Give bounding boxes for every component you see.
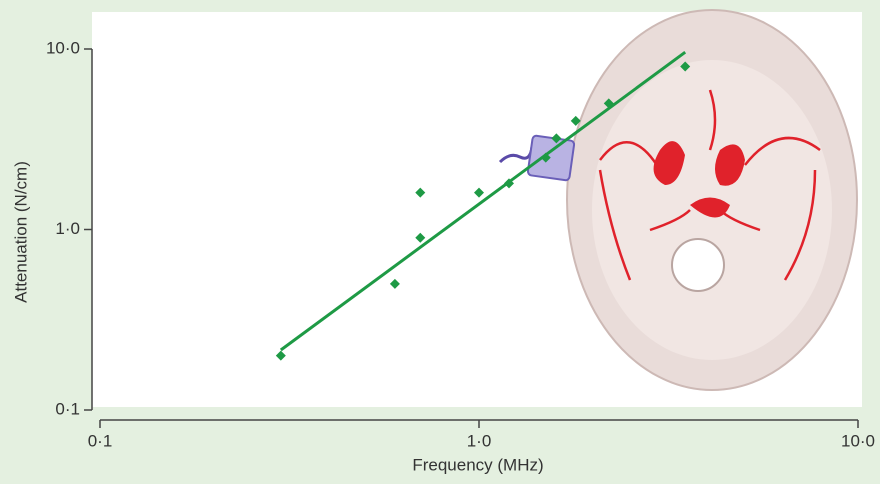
y-tick-label: 10·0 (46, 38, 80, 57)
y-axis-label: Attenuation (N/cm) (11, 161, 30, 303)
x-tick-label: 10·0 (841, 431, 875, 450)
foramen (672, 239, 724, 291)
x-tick-label: 1·0 (467, 431, 492, 450)
probe (527, 135, 574, 180)
y-tick-label: 0·1 (55, 399, 80, 418)
x-axis-label: Frequency (MHz) (412, 455, 543, 474)
chart: Frequency (MHz) Attenuation (N/cm) 0·1 1·… (0, 0, 880, 484)
y-tick-label: 1·0 (55, 219, 80, 238)
x-tick-label: 0·1 (88, 431, 113, 450)
